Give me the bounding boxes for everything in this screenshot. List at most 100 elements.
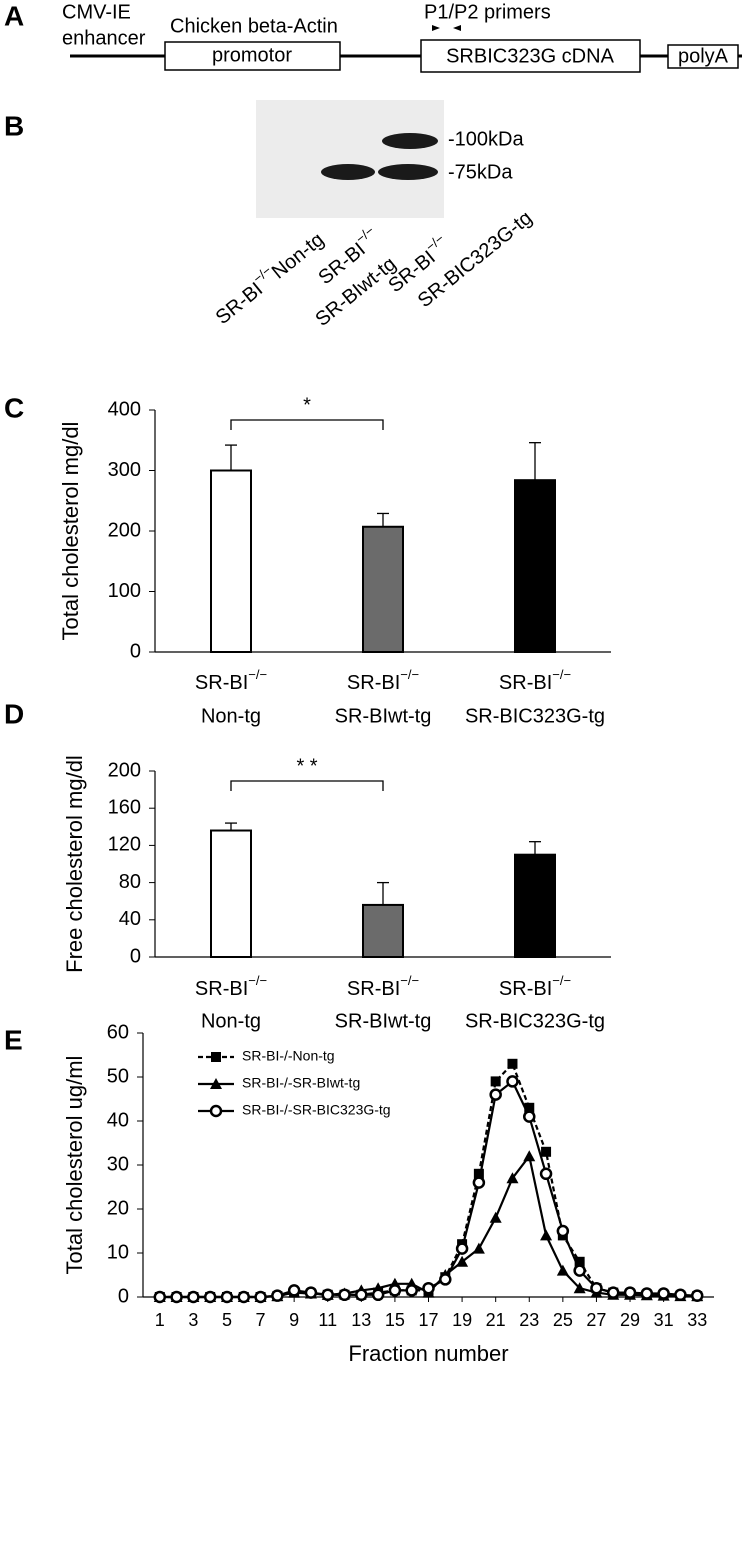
x-tick-label: 15	[385, 1310, 405, 1330]
blot-band	[321, 164, 375, 180]
bar	[514, 853, 556, 959]
marker	[507, 1058, 518, 1069]
x-tick-label: SR-BI−/−	[499, 973, 571, 1000]
marker	[254, 1290, 267, 1304]
bar	[514, 479, 556, 653]
marker	[556, 1224, 570, 1238]
x-axis-title: Fraction number	[348, 1341, 508, 1366]
x-tick-label: SR-BI−/−	[347, 973, 419, 1000]
x-tick-label: −/−	[400, 973, 419, 988]
primer-arrow	[432, 25, 440, 31]
x-tick-label: Non-tg	[201, 705, 261, 727]
x-tick-label: 25	[553, 1310, 573, 1330]
marker	[623, 1286, 637, 1299]
x-tick-label: SR-BI−/−	[195, 667, 267, 694]
x-tick-label: 19	[452, 1310, 472, 1330]
panel-label: C	[4, 392, 24, 423]
marker	[541, 1146, 552, 1157]
y-tick-label: 0	[118, 1285, 129, 1307]
band-label: -100kDa	[448, 128, 524, 150]
marker	[371, 1288, 385, 1302]
band-label: -75kDa	[448, 161, 513, 183]
panel-label: B	[4, 110, 24, 141]
enhancer-label: CMV-IE	[62, 1, 131, 23]
marker	[640, 1287, 654, 1300]
y-axis-title: Free cholesterol mg/dl	[62, 755, 87, 973]
y-tick-label: 400	[108, 398, 141, 420]
marker	[524, 1102, 535, 1113]
blot-band	[382, 133, 438, 149]
series-line	[159, 1153, 698, 1299]
y-tick-label: 20	[107, 1197, 129, 1219]
y-tick-label: 40	[107, 1109, 129, 1131]
y-tick-label: 0	[130, 640, 141, 662]
marker	[606, 1286, 620, 1299]
marker	[490, 1076, 501, 1087]
marker	[506, 1075, 519, 1088]
marker	[304, 1286, 318, 1299]
legend-label: SR-BI-/-Non-tg	[242, 1048, 335, 1064]
panel-label: E	[4, 1024, 23, 1055]
x-tick-label: SR-BI	[347, 978, 400, 1000]
bar	[210, 829, 252, 959]
marker	[556, 1264, 569, 1276]
significance-bracket	[230, 780, 384, 791]
marker	[489, 1088, 502, 1101]
marker	[210, 1078, 222, 1089]
marker	[422, 1281, 435, 1295]
x-tick-label: SR-BI	[195, 672, 248, 694]
y-axis-title: Total cholesterol ug/ml	[62, 1056, 87, 1275]
x-tick-label: 7	[256, 1310, 266, 1330]
y-tick-label: 160	[108, 796, 141, 818]
marker	[220, 1290, 234, 1304]
marker	[203, 1290, 217, 1304]
x-tick-label: 21	[486, 1310, 506, 1330]
x-tick-label: 13	[351, 1310, 371, 1330]
x-tick-label: 5	[222, 1310, 232, 1330]
marker	[355, 1288, 368, 1302]
marker	[590, 1281, 603, 1295]
panel-label: D	[4, 698, 24, 729]
x-tick-label: SR-BI−/−	[499, 667, 571, 694]
promoter-label: promotor	[212, 44, 292, 66]
y-tick-label: 200	[108, 519, 141, 541]
marker	[271, 1289, 284, 1302]
x-tick-label: SR-BI	[195, 978, 248, 1000]
bar	[362, 903, 404, 958]
marker	[338, 1288, 351, 1302]
legend-label: SR-BI-/-SR-BIwt-tg	[242, 1075, 360, 1091]
x-tick-label: SR-BI−/−	[347, 667, 419, 694]
y-axis-title: Total cholesterol mg/dl	[58, 422, 83, 641]
x-tick-label: −/−	[248, 667, 267, 682]
cdna-box	[420, 39, 641, 73]
blot-band	[378, 164, 438, 180]
marker	[405, 1284, 418, 1297]
cdna-label: SRBIC323G cDNA	[446, 45, 614, 67]
x-tick-label: 23	[519, 1310, 539, 1330]
marker	[573, 1282, 586, 1294]
marker	[237, 1290, 251, 1304]
marker	[153, 1290, 167, 1304]
marker	[439, 1273, 452, 1286]
x-tick-label: 29	[620, 1310, 640, 1330]
legend-label: SR-BI-/-SR-BIC323G-tg	[242, 1102, 391, 1118]
bar	[210, 469, 252, 653]
x-tick-label: SR-BI	[499, 672, 552, 694]
series-line	[159, 1061, 698, 1299]
marker	[657, 1287, 670, 1300]
x-tick-label: SR-BIwt-tg	[335, 1010, 432, 1032]
marker	[540, 1229, 553, 1241]
polya-box	[667, 44, 739, 69]
x-tick-label: SR-BIC323G-tg	[465, 1010, 605, 1032]
x-tick-label: 31	[654, 1310, 674, 1330]
x-tick-label: 33	[687, 1310, 707, 1330]
marker	[321, 1288, 334, 1302]
series-line	[159, 1079, 698, 1299]
significance-bracket	[230, 419, 384, 430]
x-tick-label: 11	[318, 1310, 337, 1330]
x-tick-label: Non-tg	[201, 1010, 261, 1032]
x-tick-label: SR-BI−/−	[195, 973, 267, 1000]
marker	[388, 1284, 402, 1297]
enhancer-label: enhancer	[62, 27, 146, 49]
